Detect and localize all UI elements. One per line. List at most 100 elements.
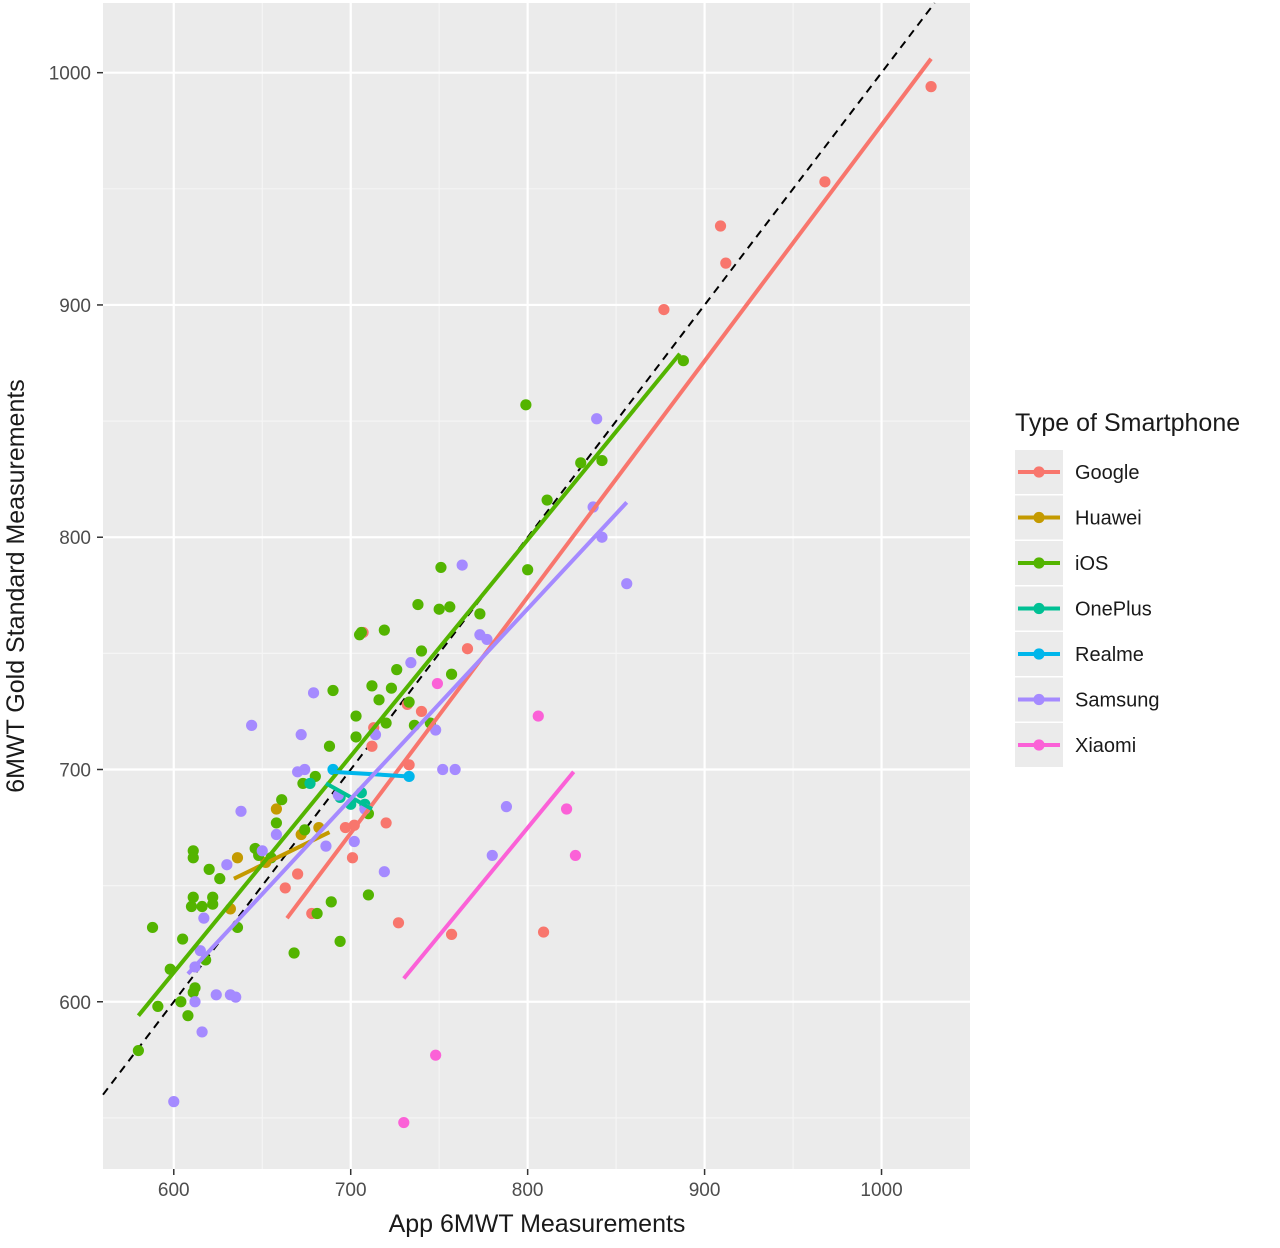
data-point-ios bbox=[541, 494, 553, 506]
data-point-ios bbox=[288, 947, 300, 959]
data-point-ios bbox=[299, 824, 311, 836]
data-point-google bbox=[366, 740, 378, 752]
data-point-google bbox=[292, 868, 304, 880]
y-tick-label: 900 bbox=[59, 296, 91, 317]
legend-items: Google Huawei iOS OnePlus Realme Samsung Xiaom… bbox=[1015, 450, 1160, 767]
data-point-xiaomi bbox=[430, 1049, 442, 1061]
data-point-samsung bbox=[196, 1026, 208, 1038]
data-point-ios bbox=[520, 399, 532, 411]
data-point-xiaomi bbox=[560, 803, 573, 815]
data-point-samsung bbox=[486, 849, 498, 862]
data-point-ios bbox=[146, 921, 159, 934]
data-point-samsung bbox=[194, 945, 206, 957]
data-point-google bbox=[714, 220, 727, 232]
data-point-google bbox=[339, 821, 352, 834]
data-point-ios bbox=[334, 935, 346, 947]
data-point-google bbox=[380, 817, 392, 829]
data-point-samsung bbox=[299, 763, 311, 776]
data-point-xiaomi bbox=[431, 677, 444, 690]
data-point-google bbox=[925, 81, 937, 93]
data-point-ios bbox=[207, 898, 219, 910]
data-point-ios bbox=[175, 996, 187, 1008]
data-point-samsung bbox=[256, 845, 268, 857]
data-point-ios bbox=[325, 896, 337, 908]
data-point-samsung bbox=[378, 866, 390, 878]
data-point-huawei bbox=[270, 803, 282, 815]
data-point-samsung bbox=[198, 912, 210, 924]
data-point-ios bbox=[677, 355, 689, 367]
data-point-samsung bbox=[270, 828, 282, 841]
data-point-ios bbox=[362, 889, 375, 901]
data-point-ios bbox=[189, 982, 201, 994]
data-point-google bbox=[819, 176, 831, 188]
data-point-ios bbox=[185, 900, 198, 913]
data-point-samsung bbox=[307, 687, 320, 699]
x-tick-label: 700 bbox=[335, 1180, 367, 1201]
x-tick-label: 1000 bbox=[860, 1180, 902, 1201]
data-point-google bbox=[445, 928, 458, 941]
data-point-google bbox=[346, 852, 359, 864]
y-tick-label: 1000 bbox=[49, 64, 91, 85]
data-point-ios bbox=[132, 1044, 144, 1057]
data-point-ios bbox=[391, 664, 403, 676]
data-point-ios bbox=[276, 794, 288, 806]
legend-key-point bbox=[1033, 557, 1045, 569]
data-point-ios bbox=[444, 601, 456, 613]
data-point-ios bbox=[182, 1010, 194, 1022]
data-point-ios bbox=[412, 598, 424, 611]
legend-key-point bbox=[1033, 466, 1045, 478]
data-point-samsung bbox=[481, 633, 493, 646]
legend-label-oneplus: OnePlus bbox=[1075, 599, 1152, 621]
data-point-ios bbox=[327, 684, 339, 697]
y-axis-title: 6MWT Gold Standard Measurements bbox=[2, 379, 30, 793]
data-point-samsung bbox=[456, 559, 468, 571]
data-point-samsung bbox=[621, 578, 633, 590]
data-point-ios bbox=[378, 624, 390, 636]
data-point-google bbox=[392, 917, 405, 929]
data-point-ios bbox=[435, 561, 447, 574]
data-point-ios bbox=[385, 682, 398, 694]
data-point-ios bbox=[311, 907, 323, 920]
fit-line-realme bbox=[332, 769, 410, 779]
data-point-ios bbox=[445, 668, 458, 680]
data-point-huawei bbox=[231, 852, 244, 864]
data-point-ios bbox=[177, 933, 189, 945]
data-point-ios bbox=[380, 717, 392, 729]
x-tick-label: 600 bbox=[158, 1180, 190, 1201]
x-tick-label: 800 bbox=[512, 1180, 544, 1201]
data-point-samsung bbox=[430, 724, 442, 736]
data-point-ios bbox=[214, 873, 226, 885]
data-point-samsung bbox=[500, 801, 513, 813]
legend-label-ios: iOS bbox=[1075, 553, 1108, 575]
data-point-ios bbox=[596, 454, 608, 467]
data-point-google bbox=[658, 303, 670, 316]
data-point-ios bbox=[575, 457, 587, 469]
data-point-ios bbox=[522, 564, 534, 576]
fit-lines bbox=[136, 57, 933, 1017]
data-point-samsung bbox=[437, 763, 449, 776]
data-point-xiaomi bbox=[532, 710, 544, 722]
legend-label-realme: Realme bbox=[1075, 644, 1144, 666]
data-point-samsung bbox=[405, 657, 417, 669]
x-axis-title: App 6MWT Measurements bbox=[389, 1210, 686, 1238]
y-tick-label: 800 bbox=[59, 528, 91, 549]
fit-line-samsung bbox=[186, 501, 629, 976]
legend: Type of Smartphone Google Huawei iOS OnePlu… bbox=[1012, 409, 1240, 770]
y-tick-label: 700 bbox=[59, 760, 91, 781]
data-point-ios bbox=[355, 626, 367, 639]
data-point-xiaomi bbox=[398, 1116, 410, 1129]
data-point-samsung bbox=[246, 719, 258, 731]
data-point-ios bbox=[373, 694, 385, 706]
data-point-ios bbox=[474, 608, 486, 620]
data-point-ios bbox=[270, 817, 282, 829]
legend-label-huawei: Huawei bbox=[1075, 508, 1142, 530]
legend-title: Type of Smartphone bbox=[1015, 409, 1240, 437]
data-point-ios bbox=[323, 740, 336, 752]
data-point-google bbox=[461, 643, 474, 655]
data-point-ios bbox=[187, 891, 199, 903]
legend-key-point bbox=[1033, 693, 1045, 706]
legend-key-point bbox=[1033, 648, 1045, 660]
fit-line-xiaomi bbox=[402, 770, 576, 980]
